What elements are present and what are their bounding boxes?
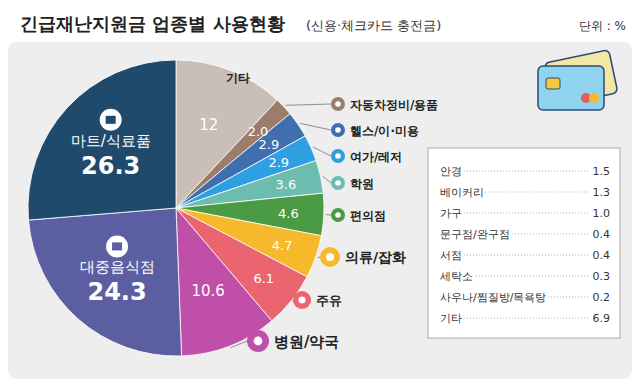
card-icon [538, 50, 618, 110]
leader-line [318, 257, 320, 258]
table-label: 세탁소 [440, 270, 473, 283]
table-value: 0.4 [593, 249, 611, 262]
leader-line [230, 341, 247, 348]
table-value: 1.5 [593, 165, 611, 178]
icon-shape [112, 242, 122, 250]
icon-inner [335, 127, 341, 133]
icon [331, 97, 345, 111]
card-chip [546, 78, 560, 89]
category-label: 자동차정비/용품 [350, 98, 438, 112]
dot-leader [440, 318, 590, 319]
icon-inner [326, 253, 334, 261]
data-label: 2.9 [268, 155, 289, 170]
table-label: 문구점/완구점 [440, 228, 510, 241]
icon-circle [106, 235, 128, 257]
icon-shape [106, 116, 116, 124]
leader-line [326, 214, 331, 215]
breakdown-table: 안경 1.5 베이커리 1.3 가구 1.0 문구점/완구점 0.4 서점 0.4 세탁소 0.3 사우… [428, 148, 620, 338]
table-value: 0.3 [593, 270, 611, 283]
icon-inner [298, 296, 305, 303]
panel [8, 42, 632, 379]
table-value: 0.2 [593, 291, 611, 304]
category-label: 편의점 [350, 209, 386, 223]
data-label: 10.6 [191, 282, 224, 300]
icon-inner [335, 153, 341, 159]
subtitle: (신용·체크카드 충전금) [306, 18, 441, 33]
leader-line [285, 104, 331, 105]
unit: 단위 : % [579, 19, 626, 33]
table-label: 안경 [440, 165, 462, 178]
card-dot [589, 93, 599, 103]
table-value: 6.9 [593, 312, 611, 325]
category-label: 의류/잡화 [345, 249, 406, 265]
labels: 122.02.92.93.64.64.76.110.6대중음식점24.3마트/식… [71, 71, 439, 352]
table-value: 1.0 [593, 207, 611, 220]
icon-inner [335, 180, 341, 186]
icon [247, 330, 269, 352]
category-label: 헬스/이·미용 [350, 124, 419, 138]
table-label: 베이커리 [440, 186, 484, 199]
leader-line [313, 147, 331, 156]
icon-circle [100, 109, 122, 131]
category-label: 기타 [226, 71, 250, 85]
table-label: 가구 [440, 207, 462, 220]
card-front [538, 66, 604, 110]
icon [106, 235, 128, 257]
category-label: 학원 [350, 177, 374, 191]
data-label: 26.3 [81, 152, 140, 180]
icon [320, 247, 340, 267]
category-label: 대중음식점 [80, 258, 155, 276]
table-label: 기타 [440, 312, 462, 325]
table-value: 0.4 [593, 228, 611, 241]
data-label: 12 [199, 116, 218, 134]
dot-leader [440, 255, 590, 256]
title: 긴급재난지원금 업종별 사용현황 [20, 13, 285, 34]
icon [331, 149, 345, 163]
category-label: 여가/레저 [350, 150, 402, 164]
category-label: 주유 [316, 293, 342, 308]
category-label: 병원/약국 [274, 333, 339, 351]
leader-line [300, 123, 331, 130]
dot-leader [440, 171, 590, 172]
icon [100, 109, 122, 131]
table-label: 사우나/찜질방/목욕탕 [440, 291, 546, 304]
pie [28, 60, 324, 356]
table-box [428, 148, 620, 338]
table-value: 1.3 [593, 186, 611, 199]
table-label: 서점 [440, 249, 462, 262]
icon [331, 208, 345, 222]
icon [331, 176, 345, 190]
icon-inner [335, 212, 341, 218]
icon-inner [254, 337, 263, 346]
dot-leader [440, 213, 590, 214]
category-label: 마트/식료품 [71, 132, 151, 150]
chart: 긴급재난지원금 업종별 사용현황(신용·체크카드 충전금)단위 : %122.0… [0, 0, 640, 387]
leader-line [323, 176, 331, 183]
slice [28, 60, 176, 220]
icon [331, 123, 345, 137]
data-label: 3.6 [276, 177, 297, 192]
icon-inner [335, 101, 341, 107]
data-label: 24.3 [87, 278, 146, 306]
slice [28, 208, 181, 356]
data-label: 4.6 [278, 206, 299, 221]
data-label: 6.1 [253, 271, 274, 286]
data-label: 2.9 [258, 137, 279, 152]
icon [293, 291, 311, 309]
data-label: 4.7 [272, 238, 293, 253]
